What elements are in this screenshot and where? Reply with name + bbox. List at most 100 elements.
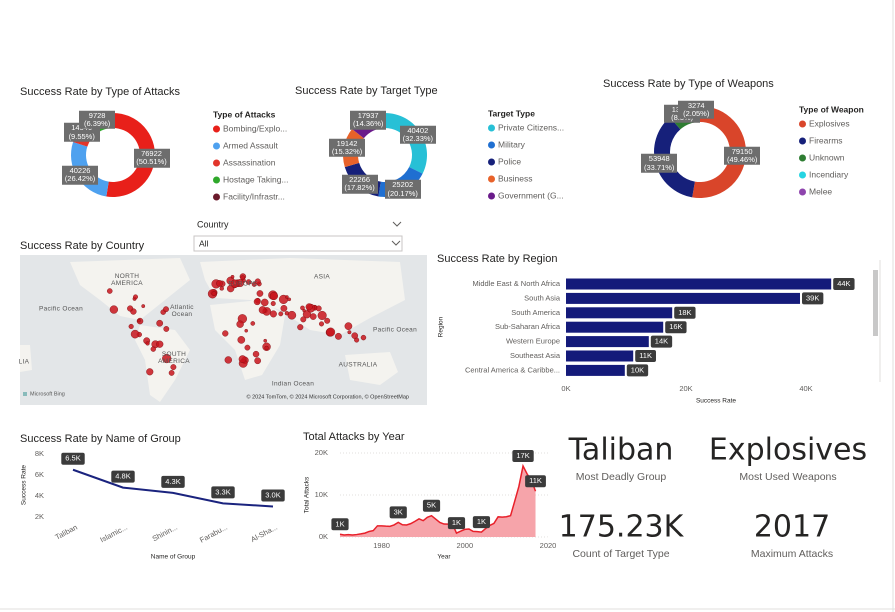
y-tick-label: 10K xyxy=(315,490,328,499)
map-label: LIA xyxy=(18,358,30,366)
data-label: 14K xyxy=(655,337,668,346)
y-tick-label: Central America & Caribbe... xyxy=(465,365,560,374)
x-tick-label: 20K xyxy=(679,384,692,393)
map-bubble xyxy=(256,290,264,297)
map-bubble xyxy=(244,328,248,333)
card-label: Most Used Weapons xyxy=(739,471,837,484)
legend-item: Armed Assault xyxy=(223,140,278,150)
map-bubble xyxy=(269,310,277,318)
legend-marker xyxy=(213,142,220,150)
map-bubble xyxy=(270,301,276,307)
data-label: 3.3K xyxy=(215,487,230,496)
legend-item: Melee xyxy=(809,186,832,196)
data-label-group: 1K xyxy=(331,518,349,531)
y-axis-title: Region xyxy=(438,316,445,337)
map-bubble xyxy=(287,310,297,320)
chart-title: Success Rate by Region xyxy=(437,253,557,265)
scrollbar-thumb[interactable] xyxy=(873,270,878,336)
label-box xyxy=(211,486,235,499)
map-bubble xyxy=(146,368,154,376)
label-box xyxy=(111,470,135,483)
map-bubble xyxy=(244,344,251,351)
y-tick-label: Western Europe xyxy=(506,337,560,346)
collapse-chevron[interactable] xyxy=(392,221,402,227)
legend-item: Business xyxy=(498,173,533,183)
label-box xyxy=(389,506,407,519)
donut-data-label: 79150 (49.46%) xyxy=(724,146,761,165)
map-bubble xyxy=(133,294,138,300)
data-label-group: 16K xyxy=(665,321,687,334)
y-axis-title: Success Rate xyxy=(21,465,28,505)
map-bubble xyxy=(269,291,278,301)
legend-marker xyxy=(799,137,806,145)
bar xyxy=(566,278,832,290)
x-tick-label: Al-Sha... xyxy=(249,523,279,544)
data-label: 6.5K xyxy=(65,454,80,463)
data-label: 17K xyxy=(516,451,529,460)
y-tick-label: 4K xyxy=(35,491,44,500)
map-bubble xyxy=(280,305,288,312)
map-bubble xyxy=(156,340,164,348)
y-tick-label: 8K xyxy=(35,449,44,458)
legend-item: Facility/Infrastr... xyxy=(223,191,285,201)
label-box xyxy=(525,475,546,488)
donut-data-label: 76922 (50.51%) xyxy=(133,148,170,168)
map-bubble xyxy=(258,306,267,314)
map-bubble xyxy=(319,321,325,327)
bar xyxy=(566,307,673,319)
map-bubble xyxy=(344,322,353,330)
map-bubble xyxy=(263,338,268,343)
map-label: Pacific Ocean xyxy=(372,326,417,334)
map-bubble xyxy=(130,329,140,339)
dropdown-chevron[interactable] xyxy=(391,240,401,246)
label-box xyxy=(447,517,466,530)
map-bubble xyxy=(300,305,305,311)
map-bubble xyxy=(216,280,223,287)
data-label-group: 39K xyxy=(802,292,824,305)
map-bubble xyxy=(145,341,150,346)
legend-item: Hostage Taking... xyxy=(223,174,289,184)
map-bubble xyxy=(305,303,313,311)
legend-marker xyxy=(488,192,495,200)
label-box xyxy=(331,518,349,531)
data-label: 3K xyxy=(394,507,403,516)
legend-item: Explosives xyxy=(809,118,850,128)
x-tick-label: Shinin... xyxy=(151,523,179,544)
map-label: AUSTRALIA xyxy=(338,361,378,369)
map-attribution: © 2024 TomTom, © 2024 Microsoft Corporat… xyxy=(247,393,409,400)
x-tick-label: Islamic... xyxy=(99,523,129,545)
data-label-group: 44K xyxy=(833,278,855,290)
bar xyxy=(566,321,664,333)
legend-item: Unknown xyxy=(809,152,845,162)
slicer-dropdown[interactable] xyxy=(193,235,403,252)
map-label: Indian Ocean xyxy=(271,380,315,388)
legend-title: Type of Weapon xyxy=(799,104,864,114)
legend-item: Bombing/Explo... xyxy=(223,123,287,133)
card-value: 175.23K xyxy=(558,509,684,545)
map-bubble xyxy=(284,311,290,316)
area xyxy=(340,466,536,537)
data-label-group: 1K xyxy=(472,516,491,529)
data-label: 18K xyxy=(678,308,691,317)
data-label-group: 4.8K xyxy=(111,470,135,483)
bar xyxy=(566,292,800,304)
map-bubble xyxy=(245,279,252,285)
donut-data-label: 40402 (32.33%) xyxy=(399,125,436,144)
x-tick-label: Farabu... xyxy=(198,523,229,545)
map-label: Atlantic Ocean xyxy=(170,303,194,318)
map-bubble xyxy=(238,355,247,363)
legend-item: Firearms xyxy=(809,135,843,145)
map-bubble xyxy=(254,357,261,365)
map-bubble xyxy=(230,274,235,279)
data-label: 3.0K xyxy=(265,490,280,499)
map-bubble xyxy=(260,298,269,307)
map-bubble xyxy=(251,282,257,287)
map-bubble xyxy=(335,332,342,340)
legend-marker xyxy=(799,154,806,162)
x-tick-label: 2000 xyxy=(456,541,473,550)
map-bubble xyxy=(237,336,246,344)
data-label-group: 3.0K xyxy=(261,489,285,502)
map-bubble xyxy=(317,310,327,320)
y-tick-label: Middle East & North Africa xyxy=(472,279,560,288)
y-tick-label: 2K xyxy=(35,512,44,521)
